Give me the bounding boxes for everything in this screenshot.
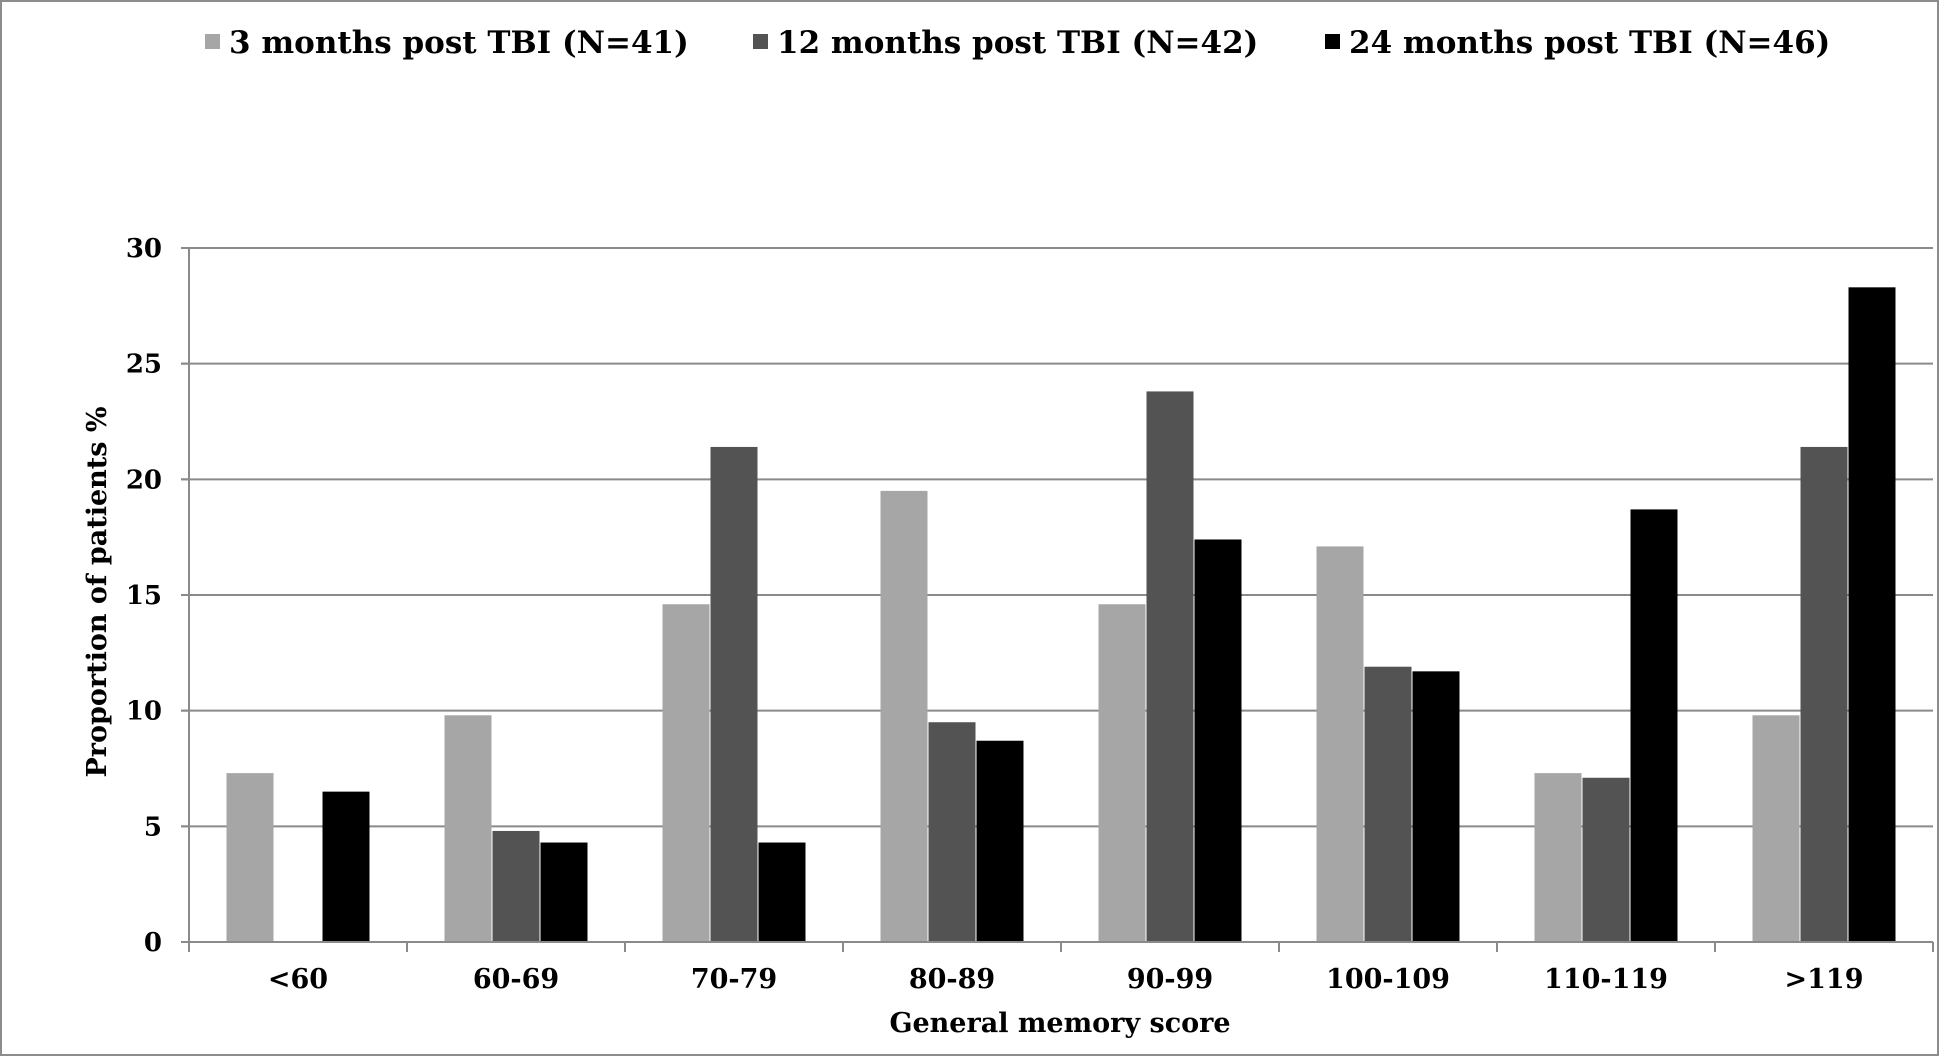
y-tick-label: 5 <box>144 812 162 842</box>
x-tick-label: 60-69 <box>473 964 559 995</box>
bar <box>976 740 1024 942</box>
legend-swatch <box>205 34 220 49</box>
bar <box>1194 539 1242 942</box>
bar <box>710 446 758 942</box>
bar <box>928 722 976 942</box>
x-tick-label: 70-79 <box>691 964 777 995</box>
bar <box>662 604 710 942</box>
axes <box>181 247 1934 952</box>
bar <box>1582 777 1630 942</box>
bar <box>1534 773 1582 942</box>
legend-swatch <box>1325 34 1340 49</box>
bar <box>1364 666 1412 942</box>
y-tick-label: 10 <box>126 697 162 727</box>
bar <box>1098 604 1146 942</box>
y-tick-label: 20 <box>126 465 162 495</box>
bar <box>880 490 928 942</box>
y-tick-label: 0 <box>144 928 162 958</box>
x-tick-label: 80-89 <box>909 964 995 995</box>
legend-swatch <box>753 34 768 49</box>
legend-label: 24 months post TBI (N=46) <box>1349 25 1830 61</box>
bar <box>322 791 370 942</box>
bar <box>1412 671 1460 942</box>
bar <box>1848 287 1896 942</box>
bar <box>1630 509 1678 942</box>
y-tick-label: 25 <box>126 350 162 380</box>
bar <box>540 842 588 942</box>
x-axis-title: General memory score <box>889 1008 1230 1039</box>
y-tick-label: 30 <box>126 234 162 264</box>
bars <box>226 287 1896 943</box>
bar <box>1316 546 1364 942</box>
x-tick-label: 90-99 <box>1127 964 1213 995</box>
y-tick-labels: 0 5 10 15 20 25 30 <box>126 234 162 958</box>
chart-legend: 3 months post TBI (N=41) 12 months post T… <box>205 25 1830 61</box>
bar <box>492 830 540 942</box>
bar <box>1146 391 1194 943</box>
y-tick-label: 15 <box>126 581 162 611</box>
bar <box>226 773 274 942</box>
bar <box>444 715 492 942</box>
legend-label: 3 months post TBI (N=41) <box>229 25 689 61</box>
bar <box>1752 715 1800 942</box>
x-tick-label: 100-109 <box>1326 964 1450 995</box>
x-tick-label: >119 <box>1785 964 1864 995</box>
bar <box>1800 446 1848 942</box>
x-tick-label: 110-119 <box>1544 964 1668 995</box>
y-axis-title: Proportion of patients % <box>82 406 113 777</box>
legend-label: 12 months post TBI (N=42) <box>777 25 1258 61</box>
bar <box>758 842 806 942</box>
x-tick-label: <60 <box>268 964 328 995</box>
x-tick-labels: <60 60-69 70-79 80-89 90-99 100-109 110-119 >11… <box>268 964 1864 995</box>
